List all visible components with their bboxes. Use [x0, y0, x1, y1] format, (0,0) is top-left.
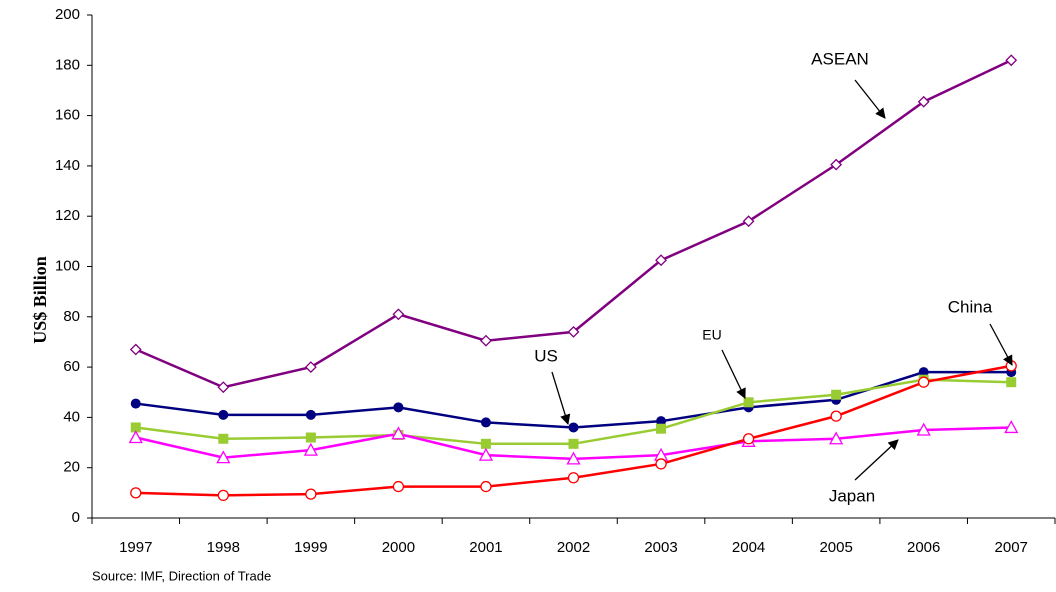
marker — [129, 343, 142, 356]
x-tick-label: 2003 — [644, 539, 677, 556]
marker — [830, 410, 842, 422]
marker — [568, 422, 579, 433]
marker — [655, 458, 667, 470]
marker — [1004, 420, 1019, 434]
series-line — [135, 59, 1012, 389]
marker — [567, 472, 580, 484]
y-tick-label: 80 — [63, 308, 80, 325]
marker — [742, 433, 755, 445]
marker — [567, 325, 580, 338]
marker — [305, 488, 317, 500]
marker — [480, 438, 491, 449]
y-tick-label: 180 — [55, 56, 80, 73]
marker — [917, 95, 930, 108]
y-tick-label: 40 — [63, 408, 80, 425]
callout-arrow — [854, 439, 899, 481]
y-tick-label: 160 — [55, 107, 80, 124]
callout-arrow — [551, 371, 571, 425]
marker — [478, 447, 494, 461]
marker — [655, 254, 667, 267]
callout-arrow — [721, 349, 746, 399]
marker — [566, 451, 581, 465]
x-tick-label: 2004 — [732, 539, 765, 556]
marker — [216, 450, 231, 464]
marker — [831, 389, 842, 400]
marker — [742, 215, 755, 228]
x-tick-label: 2005 — [819, 539, 852, 556]
y-tick-label: 100 — [55, 257, 80, 274]
marker — [130, 487, 142, 499]
marker — [918, 367, 929, 378]
y-tick-label: 20 — [63, 459, 80, 476]
callout-arrow — [854, 79, 886, 119]
y-axis-label: US$ Billion — [30, 256, 50, 344]
marker — [392, 308, 405, 321]
marker — [830, 158, 843, 171]
marker — [130, 422, 141, 433]
marker — [218, 409, 229, 420]
marker — [305, 409, 316, 420]
x-tick-label: 1999 — [294, 539, 327, 556]
marker — [130, 398, 141, 409]
y-tick-label: 140 — [55, 157, 80, 174]
marker — [568, 438, 579, 449]
y-tick-label: 200 — [55, 6, 80, 23]
marker — [392, 480, 405, 493]
series-label: EU — [702, 327, 721, 343]
x-tick-label: 2001 — [469, 539, 502, 556]
marker — [128, 430, 143, 444]
series-label: ASEAN — [811, 49, 869, 68]
y-tick-label: 60 — [63, 358, 80, 375]
marker — [918, 376, 930, 388]
x-tick-label: 1998 — [207, 539, 240, 556]
marker — [305, 432, 316, 443]
marker — [480, 417, 491, 428]
x-tick-label: 2002 — [557, 539, 590, 556]
x-tick-label: 1997 — [119, 539, 152, 556]
marker — [391, 426, 406, 440]
marker — [480, 480, 492, 493]
x-tick-label: 2000 — [382, 539, 415, 556]
source-note: Source: IMF, Direction of Trade — [92, 568, 271, 583]
x-tick-label: 2007 — [995, 539, 1028, 556]
marker — [829, 431, 844, 445]
marker — [218, 433, 229, 444]
y-tick-label: 120 — [55, 207, 80, 224]
marker — [916, 422, 931, 436]
marker — [1005, 54, 1018, 67]
x-tick-label: 2006 — [907, 539, 940, 556]
marker — [217, 381, 230, 394]
series-label: US — [534, 346, 558, 365]
marker — [656, 416, 667, 427]
marker — [303, 442, 318, 456]
series-label: Japan — [829, 486, 875, 505]
marker — [480, 334, 492, 347]
marker — [304, 361, 317, 374]
marker — [217, 489, 229, 502]
marker — [656, 423, 667, 434]
marker — [393, 402, 404, 413]
marker — [1006, 377, 1017, 388]
series-label: China — [948, 297, 993, 316]
marker — [743, 397, 754, 408]
callout-arrow — [989, 323, 1013, 366]
y-tick-label: 0 — [72, 509, 80, 526]
